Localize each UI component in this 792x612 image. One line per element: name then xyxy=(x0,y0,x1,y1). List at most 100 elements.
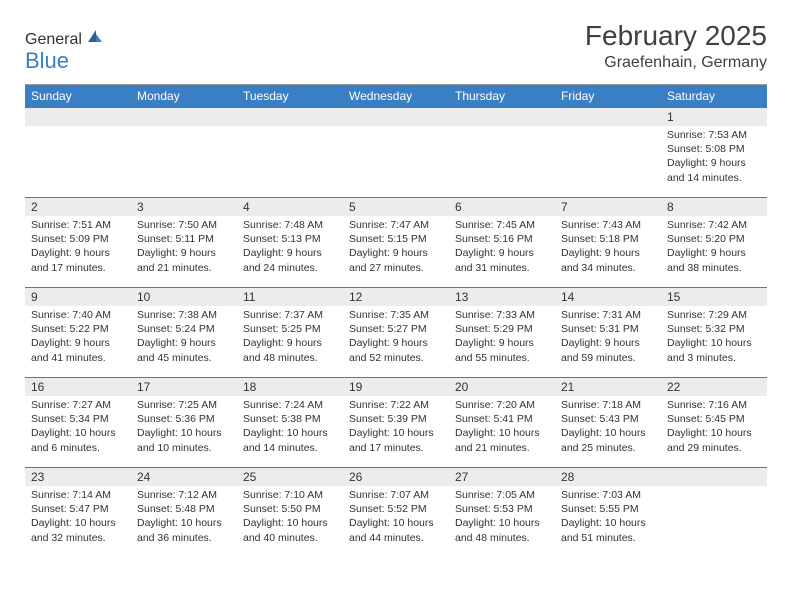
sunrise-text: Sunrise: 7:42 AM xyxy=(667,218,761,232)
sunrise-text: Sunrise: 7:45 AM xyxy=(455,218,549,232)
day-content: Sunrise: 7:53 AMSunset: 5:08 PMDaylight:… xyxy=(661,126,767,189)
day-number: 25 xyxy=(237,468,343,486)
day-number: 11 xyxy=(237,288,343,306)
sunrise-text: Sunrise: 7:18 AM xyxy=(561,398,655,412)
day-content: Sunrise: 7:27 AMSunset: 5:34 PMDaylight:… xyxy=(25,396,131,459)
day-number: 27 xyxy=(449,468,555,486)
day-header-sun: Sunday xyxy=(25,85,131,108)
calendar-day-cell: 21Sunrise: 7:18 AMSunset: 5:43 PMDayligh… xyxy=(555,378,661,468)
daylight-text: Daylight: 9 hours and 48 minutes. xyxy=(243,336,337,364)
calendar-day-cell: 23Sunrise: 7:14 AMSunset: 5:47 PMDayligh… xyxy=(25,468,131,558)
day-number: 23 xyxy=(25,468,131,486)
day-content: Sunrise: 7:33 AMSunset: 5:29 PMDaylight:… xyxy=(449,306,555,369)
calendar-table: Sunday Monday Tuesday Wednesday Thursday… xyxy=(25,85,767,558)
calendar-day-cell: 2Sunrise: 7:51 AMSunset: 5:09 PMDaylight… xyxy=(25,198,131,288)
calendar-day-cell: 16Sunrise: 7:27 AMSunset: 5:34 PMDayligh… xyxy=(25,378,131,468)
sunset-text: Sunset: 5:15 PM xyxy=(349,232,443,246)
day-content: Sunrise: 7:38 AMSunset: 5:24 PMDaylight:… xyxy=(131,306,237,369)
calendar-day-cell: 24Sunrise: 7:12 AMSunset: 5:48 PMDayligh… xyxy=(131,468,237,558)
sunset-text: Sunset: 5:24 PM xyxy=(137,322,231,336)
calendar-day-cell: 20Sunrise: 7:20 AMSunset: 5:41 PMDayligh… xyxy=(449,378,555,468)
day-number: 10 xyxy=(131,288,237,306)
calendar-day-cell: 4Sunrise: 7:48 AMSunset: 5:13 PMDaylight… xyxy=(237,198,343,288)
daylight-text: Daylight: 10 hours and 29 minutes. xyxy=(667,426,761,454)
day-content: Sunrise: 7:45 AMSunset: 5:16 PMDaylight:… xyxy=(449,216,555,279)
day-number: 6 xyxy=(449,198,555,216)
day-content: Sunrise: 7:40 AMSunset: 5:22 PMDaylight:… xyxy=(25,306,131,369)
logo: General xyxy=(25,20,106,49)
day-number: 28 xyxy=(555,468,661,486)
daylight-text: Daylight: 10 hours and 32 minutes. xyxy=(31,516,125,544)
header: General February 2025 Graefenhain, Germa… xyxy=(25,20,767,72)
sunrise-text: Sunrise: 7:51 AM xyxy=(31,218,125,232)
day-number: 16 xyxy=(25,378,131,396)
daylight-text: Daylight: 9 hours and 14 minutes. xyxy=(667,156,761,184)
day-header-sat: Saturday xyxy=(661,85,767,108)
calendar-day-cell: 11Sunrise: 7:37 AMSunset: 5:25 PMDayligh… xyxy=(237,288,343,378)
day-number: 15 xyxy=(661,288,767,306)
calendar-week-row: 16Sunrise: 7:27 AMSunset: 5:34 PMDayligh… xyxy=(25,378,767,468)
daylight-text: Daylight: 9 hours and 52 minutes. xyxy=(349,336,443,364)
sunrise-text: Sunrise: 7:35 AM xyxy=(349,308,443,322)
daylight-text: Daylight: 9 hours and 41 minutes. xyxy=(31,336,125,364)
daylight-text: Daylight: 10 hours and 36 minutes. xyxy=(137,516,231,544)
day-number: 14 xyxy=(555,288,661,306)
month-title: February 2025 xyxy=(585,20,767,52)
calendar-day-cell: 9Sunrise: 7:40 AMSunset: 5:22 PMDaylight… xyxy=(25,288,131,378)
day-number: 5 xyxy=(343,198,449,216)
sunrise-text: Sunrise: 7:53 AM xyxy=(667,128,761,142)
sunset-text: Sunset: 5:43 PM xyxy=(561,412,655,426)
calendar-day-cell xyxy=(25,108,131,198)
daylight-text: Daylight: 9 hours and 21 minutes. xyxy=(137,246,231,274)
day-number: 17 xyxy=(131,378,237,396)
day-content: Sunrise: 7:07 AMSunset: 5:52 PMDaylight:… xyxy=(343,486,449,549)
day-number: 24 xyxy=(131,468,237,486)
calendar-day-cell: 27Sunrise: 7:05 AMSunset: 5:53 PMDayligh… xyxy=(449,468,555,558)
location: Graefenhain, Germany xyxy=(585,54,767,72)
sunrise-text: Sunrise: 7:38 AM xyxy=(137,308,231,322)
sunset-text: Sunset: 5:55 PM xyxy=(561,502,655,516)
day-content: Sunrise: 7:10 AMSunset: 5:50 PMDaylight:… xyxy=(237,486,343,549)
day-number xyxy=(131,108,237,126)
day-content: Sunrise: 7:47 AMSunset: 5:15 PMDaylight:… xyxy=(343,216,449,279)
day-number xyxy=(661,468,767,486)
daylight-text: Daylight: 9 hours and 34 minutes. xyxy=(561,246,655,274)
daylight-text: Daylight: 10 hours and 17 minutes. xyxy=(349,426,443,454)
day-number: 3 xyxy=(131,198,237,216)
sunset-text: Sunset: 5:34 PM xyxy=(31,412,125,426)
day-number xyxy=(555,108,661,126)
sunrise-text: Sunrise: 7:10 AM xyxy=(243,488,337,502)
sunrise-text: Sunrise: 7:31 AM xyxy=(561,308,655,322)
day-content: Sunrise: 7:22 AMSunset: 5:39 PMDaylight:… xyxy=(343,396,449,459)
calendar-body: 1Sunrise: 7:53 AMSunset: 5:08 PMDaylight… xyxy=(25,108,767,558)
sunset-text: Sunset: 5:41 PM xyxy=(455,412,549,426)
day-content: Sunrise: 7:12 AMSunset: 5:48 PMDaylight:… xyxy=(131,486,237,549)
calendar-day-cell xyxy=(131,108,237,198)
day-header-mon: Monday xyxy=(131,85,237,108)
sunrise-text: Sunrise: 7:29 AM xyxy=(667,308,761,322)
day-content: Sunrise: 7:14 AMSunset: 5:47 PMDaylight:… xyxy=(25,486,131,549)
calendar-day-cell xyxy=(237,108,343,198)
sunrise-text: Sunrise: 7:27 AM xyxy=(31,398,125,412)
sunset-text: Sunset: 5:32 PM xyxy=(667,322,761,336)
calendar-day-cell: 12Sunrise: 7:35 AMSunset: 5:27 PMDayligh… xyxy=(343,288,449,378)
sunrise-text: Sunrise: 7:33 AM xyxy=(455,308,549,322)
day-number: 22 xyxy=(661,378,767,396)
calendar-day-cell: 18Sunrise: 7:24 AMSunset: 5:38 PMDayligh… xyxy=(237,378,343,468)
calendar-day-cell: 3Sunrise: 7:50 AMSunset: 5:11 PMDaylight… xyxy=(131,198,237,288)
sunset-text: Sunset: 5:50 PM xyxy=(243,502,337,516)
sunrise-text: Sunrise: 7:50 AM xyxy=(137,218,231,232)
logo-text-general: General xyxy=(25,31,82,49)
sunrise-text: Sunrise: 7:43 AM xyxy=(561,218,655,232)
day-number: 2 xyxy=(25,198,131,216)
calendar-day-cell: 6Sunrise: 7:45 AMSunset: 5:16 PMDaylight… xyxy=(449,198,555,288)
sunset-text: Sunset: 5:36 PM xyxy=(137,412,231,426)
day-number: 4 xyxy=(237,198,343,216)
daylight-text: Daylight: 10 hours and 40 minutes. xyxy=(243,516,337,544)
sunrise-text: Sunrise: 7:48 AM xyxy=(243,218,337,232)
day-content: Sunrise: 7:29 AMSunset: 5:32 PMDaylight:… xyxy=(661,306,767,369)
calendar-week-row: 9Sunrise: 7:40 AMSunset: 5:22 PMDaylight… xyxy=(25,288,767,378)
sunset-text: Sunset: 5:48 PM xyxy=(137,502,231,516)
day-number: 19 xyxy=(343,378,449,396)
day-content: Sunrise: 7:03 AMSunset: 5:55 PMDaylight:… xyxy=(555,486,661,549)
